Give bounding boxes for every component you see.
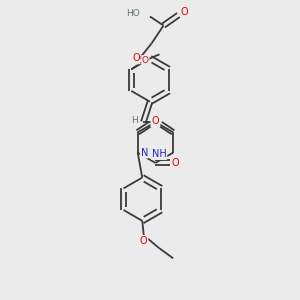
Text: O: O — [151, 116, 159, 127]
Text: O: O — [152, 116, 160, 127]
Text: O: O — [172, 158, 180, 168]
Text: O: O — [142, 56, 149, 65]
Text: O: O — [140, 236, 148, 246]
Text: NH: NH — [152, 149, 167, 159]
Text: HO: HO — [126, 9, 140, 18]
Text: H: H — [132, 116, 138, 125]
Text: N: N — [141, 148, 148, 158]
Text: O: O — [132, 53, 140, 64]
Text: O: O — [181, 7, 188, 17]
